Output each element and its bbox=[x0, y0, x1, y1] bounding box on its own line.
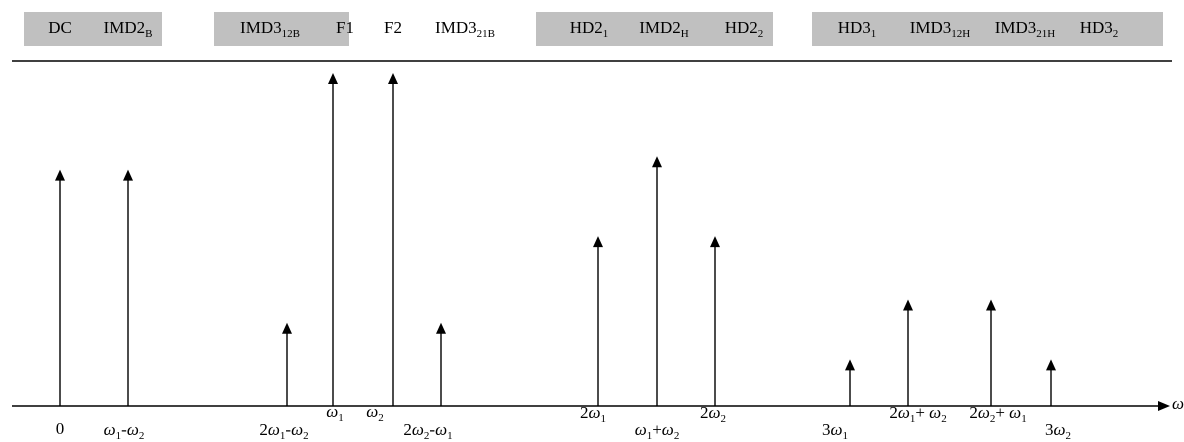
header-label-imd2b: IMD2B bbox=[103, 18, 153, 40]
freq-label-imd3-21b: 2ω2-ω1 bbox=[403, 420, 453, 442]
freq-label-f2: ω2 bbox=[366, 402, 384, 424]
arrowhead-f1 bbox=[328, 73, 338, 84]
arrowhead-hd2-2 bbox=[710, 236, 720, 248]
freq-label-hd2-1: 2ω1 bbox=[579, 403, 607, 425]
freq-label-f1: ω1 bbox=[326, 402, 344, 424]
arrowhead-hd3-1 bbox=[845, 359, 855, 371]
header-group-box bbox=[214, 12, 349, 46]
arrowhead-hd2-1 bbox=[593, 236, 603, 248]
header-label-hd21: HD21 bbox=[569, 18, 609, 40]
axis-label-omega: ω bbox=[1172, 394, 1184, 413]
header-label-imd321b: IMD321B bbox=[435, 18, 495, 40]
freq-label-imd3-12h: 2ω1+ ω2 bbox=[889, 403, 947, 425]
freq-label-dc: 0 bbox=[55, 419, 65, 438]
header-group-box bbox=[812, 12, 1163, 46]
header-label-dc: DC bbox=[48, 18, 72, 37]
freq-label-imd3-12b: 2ω1-ω2 bbox=[259, 420, 309, 442]
header-label-hd31: HD31 bbox=[837, 18, 877, 40]
header-label-imd312h: IMD312H bbox=[909, 18, 971, 40]
arrowhead-imd2b bbox=[123, 169, 133, 181]
arrowhead-imd3-12h bbox=[903, 299, 913, 311]
header-group-box bbox=[536, 12, 773, 46]
freq-label-imd2h: ω1+ω2 bbox=[634, 420, 680, 442]
freq-label-hd3-1: 3ω1 bbox=[821, 420, 849, 442]
arrowhead-imd3-21b bbox=[436, 322, 446, 334]
freq-label-imd2b: ω1-ω2 bbox=[103, 420, 145, 442]
arrowhead-hd3-2 bbox=[1046, 359, 1056, 371]
axis-arrowhead bbox=[1158, 401, 1170, 411]
arrowhead-dc bbox=[55, 169, 65, 181]
arrowhead-imd3-12b bbox=[282, 322, 292, 334]
freq-label-hd3-2: 3ω2 bbox=[1044, 420, 1072, 442]
freq-label-hd2-2: 2ω2 bbox=[699, 403, 727, 425]
header-label-imd321h: IMD321H bbox=[994, 18, 1056, 40]
header-group-box bbox=[24, 12, 162, 46]
header-label-imd2h: IMD2H bbox=[639, 18, 689, 40]
header-label-hd22: HD22 bbox=[724, 18, 764, 40]
header-label-f2: F2 bbox=[384, 18, 402, 37]
freq-label-imd3-21h: 2ω2+ ω1 bbox=[969, 403, 1027, 425]
arrowhead-f2 bbox=[388, 73, 398, 84]
arrowhead-imd3-21h bbox=[986, 299, 996, 311]
arrowhead-imd2h bbox=[652, 156, 662, 168]
header-label-imd312b: IMD312B bbox=[240, 18, 300, 40]
header-label-f1: F1 bbox=[336, 18, 354, 37]
header-label-hd32: HD32 bbox=[1079, 18, 1119, 40]
